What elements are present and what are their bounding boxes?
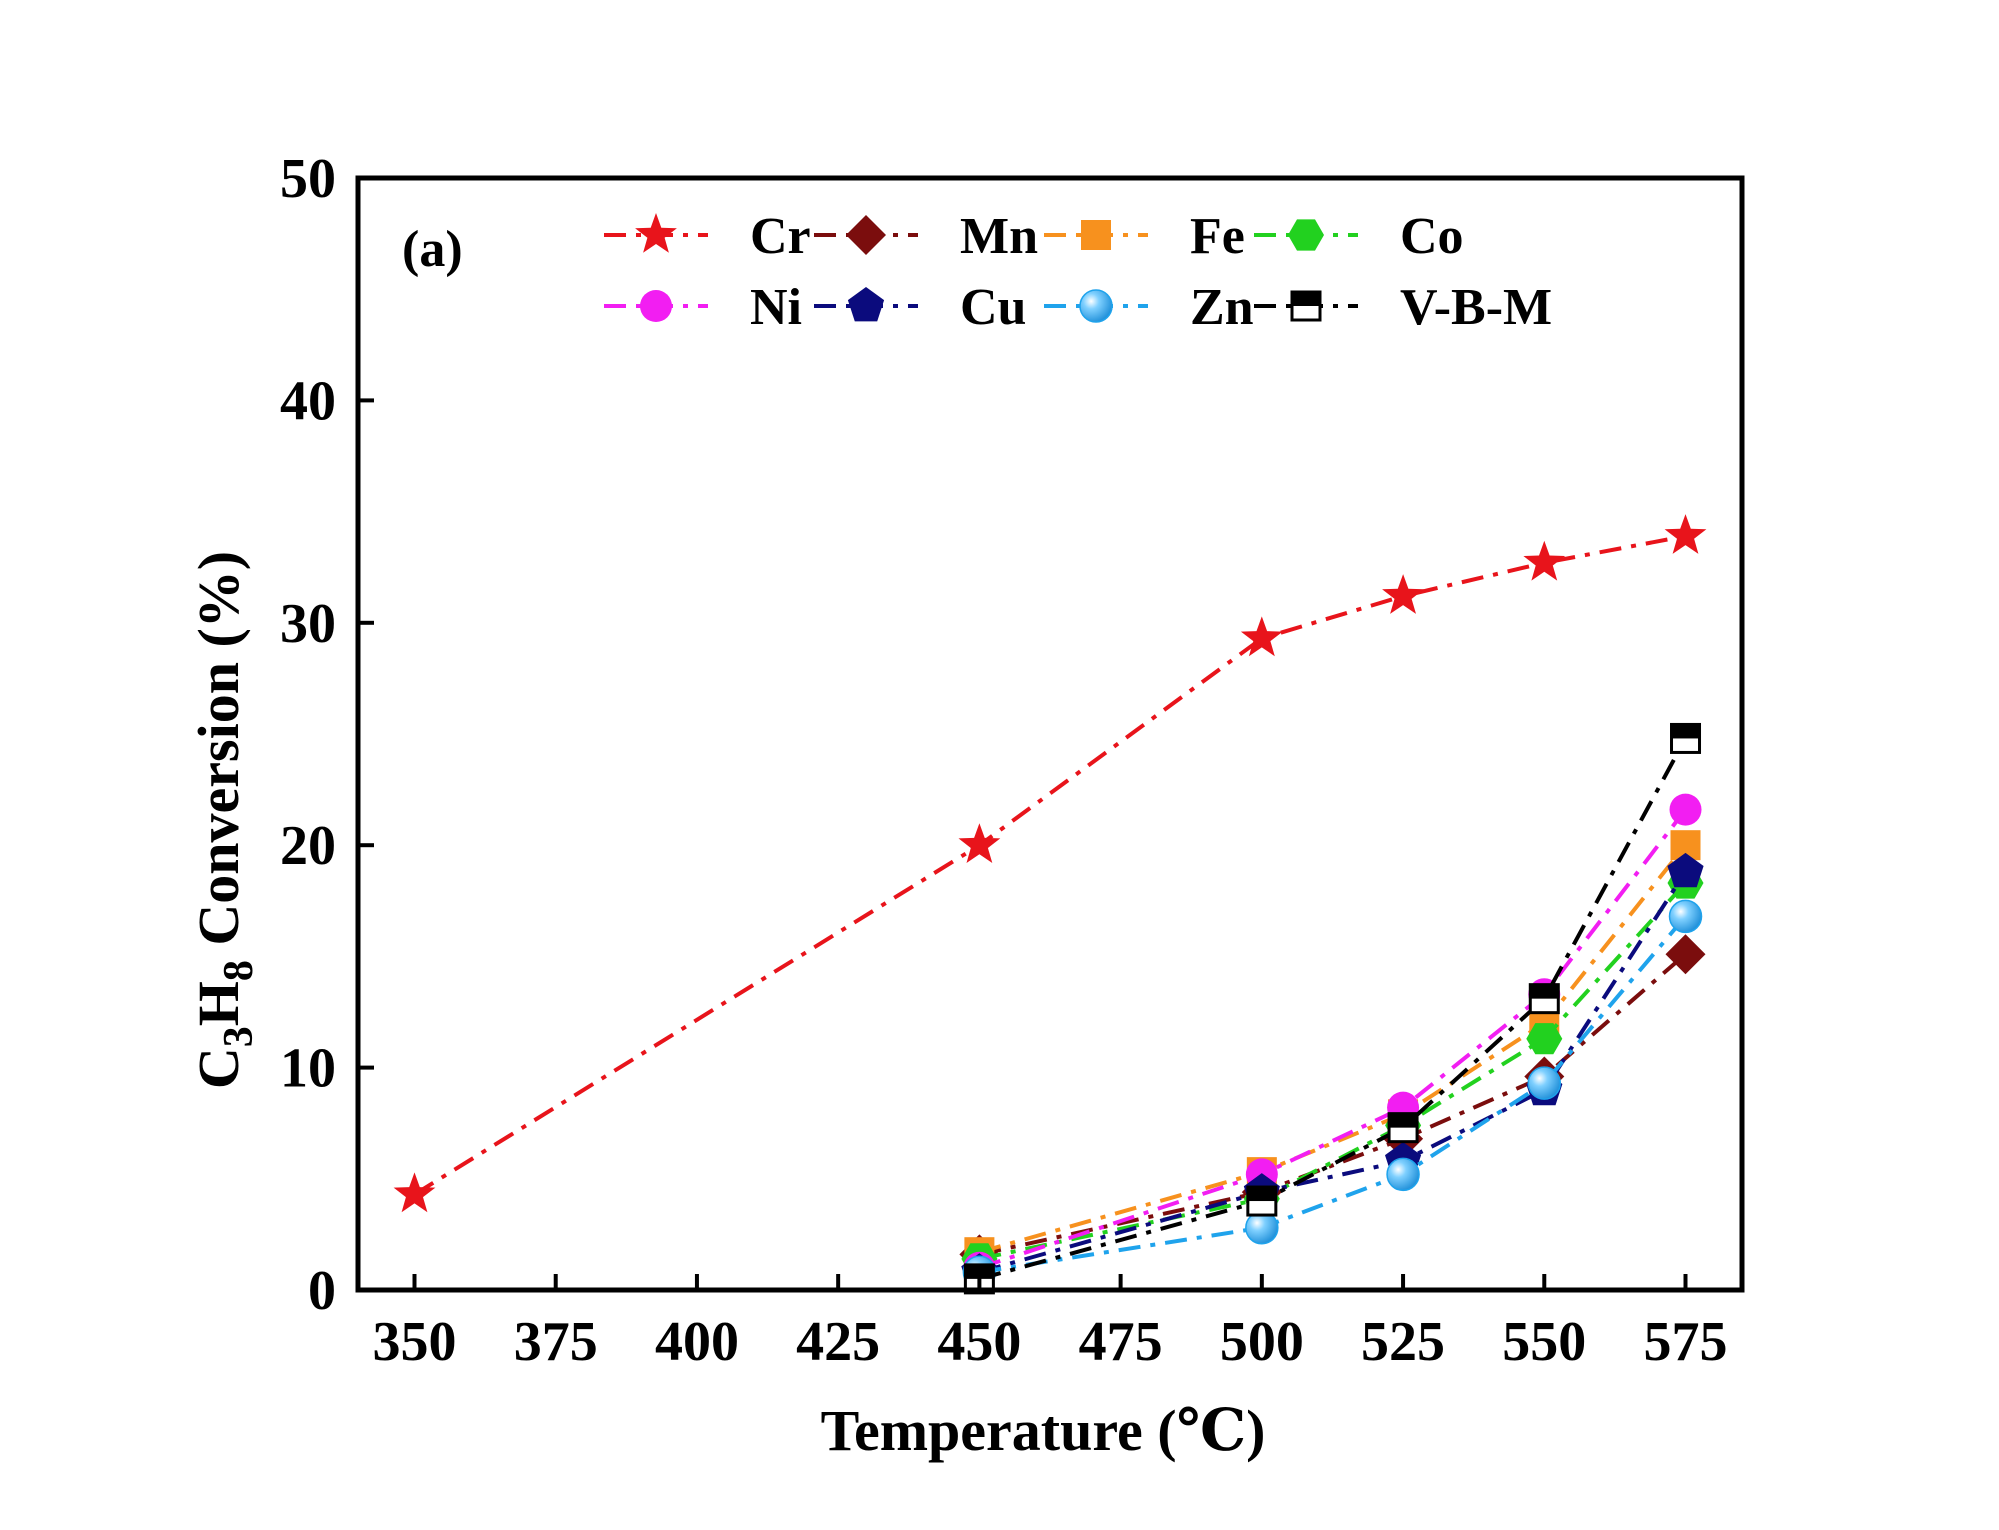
x-tick-label: 500 xyxy=(1220,1311,1304,1373)
series-line xyxy=(978,737,1688,1281)
legend-item-co: Co xyxy=(1254,208,1464,265)
legend-label: Cu xyxy=(960,279,1026,336)
legend-label: Cr xyxy=(750,208,811,265)
legend-marker xyxy=(640,290,672,322)
y-axis-title: C3H8 Conversion (%) xyxy=(186,551,262,1089)
legend-marker xyxy=(846,215,886,255)
y-tick-label: 30 xyxy=(280,593,336,655)
series-mn xyxy=(959,934,1706,1275)
marker-fill xyxy=(1530,984,1559,999)
y-axis-title-part: C xyxy=(186,1047,251,1089)
data-point xyxy=(1667,852,1704,888)
data-point xyxy=(1246,1185,1278,1217)
legend-label: Mn xyxy=(960,208,1038,265)
series-zn xyxy=(962,899,1703,1289)
x-tick-label: 450 xyxy=(937,1311,1021,1373)
y-tick-label: 0 xyxy=(308,1260,336,1322)
x-tick-label: 400 xyxy=(655,1311,739,1373)
legend-label: Ni xyxy=(750,279,802,336)
x-tick-label: 425 xyxy=(796,1311,880,1373)
data-point xyxy=(1523,540,1566,581)
x-tick-label: 525 xyxy=(1361,1311,1445,1373)
marker-fill xyxy=(965,1264,994,1279)
x-tick-label: 550 xyxy=(1502,1311,1586,1373)
series-line xyxy=(978,808,1688,1270)
panel-label: (a) xyxy=(402,221,463,278)
legend-item-cr: Cr xyxy=(604,208,811,265)
axis-ticks: 350 375 400 425 450 475 500 525 550 575 0 10 20 30 40 5… xyxy=(280,148,1728,1373)
data-point xyxy=(1668,899,1703,934)
legend-label: Zn xyxy=(1190,279,1254,336)
series-line xyxy=(978,843,1688,1255)
series-line xyxy=(978,881,1687,1261)
marker-fill xyxy=(1671,724,1700,739)
plot-frame xyxy=(355,175,1745,1293)
legend-item-cu: Cu xyxy=(814,279,1026,336)
x-tick-label: 350 xyxy=(372,1311,456,1373)
data-point xyxy=(1664,514,1707,554)
legend-item-mn: Mn xyxy=(814,208,1038,265)
data-point xyxy=(1527,1066,1562,1100)
series-layer xyxy=(393,514,1707,1295)
legend-label: V-B-M xyxy=(1400,279,1552,336)
data-point xyxy=(1382,574,1424,614)
legend-item-ni: Ni xyxy=(604,279,802,336)
legend-marker xyxy=(635,213,677,253)
legend-marker xyxy=(1079,289,1113,323)
x-tick-label: 475 xyxy=(1079,1311,1163,1373)
y-tick-label: 50 xyxy=(280,148,336,210)
data-point xyxy=(1240,616,1283,657)
marker-fill xyxy=(1389,1113,1418,1128)
y-axis-title-part: 3 xyxy=(216,1026,262,1047)
data-point xyxy=(1386,1157,1420,1192)
y-tick-label: 20 xyxy=(280,815,336,877)
marker-fill xyxy=(1247,1187,1276,1202)
legend-label: Fe xyxy=(1190,208,1245,265)
legend-item-fe: Fe xyxy=(1044,208,1245,265)
x-axis-title: Temperature (℃) xyxy=(821,1398,1266,1463)
x-tick-label: 375 xyxy=(514,1311,598,1373)
series-cr xyxy=(393,514,1707,1213)
legend: Cr Mn Fe Co Ni Cu Zn V-B-M xyxy=(604,208,1552,336)
y-tick-label: 40 xyxy=(280,370,336,432)
data-point xyxy=(1670,722,1702,754)
marker-fill xyxy=(1292,292,1320,306)
legend-item-zn: Zn xyxy=(1044,279,1254,336)
series-cu xyxy=(961,852,1704,1288)
legend-marker xyxy=(847,287,885,322)
series-ni xyxy=(963,793,1702,1284)
data-point xyxy=(1665,934,1706,975)
series-line xyxy=(979,915,1688,1275)
data-point xyxy=(1526,1023,1563,1055)
y-axis-title-part: Conversion (%) xyxy=(186,551,251,960)
data-point xyxy=(1669,793,1702,826)
data-point xyxy=(393,1172,436,1213)
legend-item-v-b-m: V-B-M xyxy=(1254,279,1552,336)
legend-marker xyxy=(1288,219,1324,251)
legend-label: Co xyxy=(1400,208,1464,265)
data-point xyxy=(958,823,1001,863)
data-point xyxy=(1387,1112,1419,1144)
y-axis-title-part: 8 xyxy=(216,960,262,981)
y-tick-label: 10 xyxy=(280,1038,336,1100)
y-axis-title-part: H xyxy=(186,981,251,1026)
series-v-b-m xyxy=(963,722,1702,1295)
legend-marker xyxy=(1290,290,1322,322)
data-point xyxy=(1528,983,1560,1015)
series-line xyxy=(413,534,1686,1197)
legend-marker xyxy=(1081,220,1111,250)
x-tick-label: 575 xyxy=(1644,1311,1728,1373)
